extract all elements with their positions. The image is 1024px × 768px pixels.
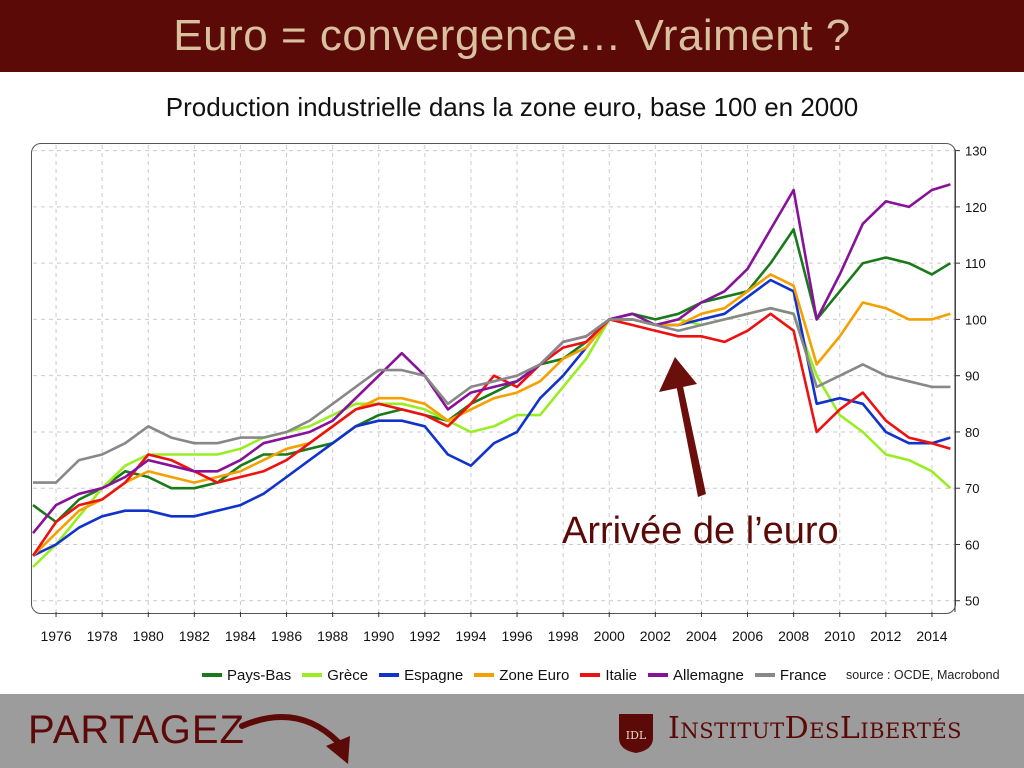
x-tick-label: 2014 xyxy=(916,628,947,644)
y-tick-label: 80 xyxy=(965,425,979,440)
legend-item: Italie xyxy=(580,667,637,684)
x-tick-label: 2006 xyxy=(732,628,763,644)
legend-swatch xyxy=(648,673,669,677)
legend-swatch xyxy=(379,673,400,677)
legend-label: Allemagne xyxy=(673,666,744,684)
legend-label: Espagne xyxy=(404,666,464,684)
legend-label: France xyxy=(779,666,827,684)
x-tick-label: 1976 xyxy=(40,628,71,644)
y-tick-label: 130 xyxy=(965,144,987,159)
y-tick-label: 120 xyxy=(965,200,987,215)
chart-title: Production industrielle dans la zone eur… xyxy=(165,92,859,122)
legend-item: Zone Euro xyxy=(474,667,569,684)
x-tick-label: 2004 xyxy=(686,628,717,644)
header-bar: Euro = convergence… Vraiment ? xyxy=(0,0,1024,72)
chart-lines xyxy=(31,183,952,568)
y-tick-label: 50 xyxy=(965,594,979,609)
curved-arrow-icon xyxy=(239,714,350,764)
legend-swatch xyxy=(202,673,222,677)
annotation-arrow-head xyxy=(659,357,697,392)
series-line-zone-euro xyxy=(32,273,951,557)
slide-title: Euro = convergence… Vraiment ? xyxy=(173,11,851,60)
y-axis: 50 60 70 80 90 100 110 120 130 xyxy=(954,144,987,612)
x-tick-label: 1990 xyxy=(363,628,394,644)
x-tick-label: 1994 xyxy=(455,628,486,644)
series-line-espagne xyxy=(32,278,951,557)
y-tick-label: 90 xyxy=(965,369,979,384)
legend-item: Pays-Bas xyxy=(202,667,291,684)
logo-mark-text: IDL xyxy=(626,729,647,742)
euro-arrow-annotation xyxy=(659,357,706,497)
source-note: source : OCDE, Macrobond xyxy=(846,668,1000,682)
y-tick-label: 70 xyxy=(965,481,979,496)
idl-logo-icon: IDL xyxy=(619,714,653,753)
legend-label: Pays-Bas xyxy=(227,666,292,684)
chart-grid xyxy=(33,145,955,612)
x-tick-label: 2000 xyxy=(594,628,625,644)
legend-swatch xyxy=(474,673,495,677)
annotation-arrow-shaft xyxy=(675,377,706,497)
legend-label: Zone Euro xyxy=(499,666,570,684)
x-tick-label: 1988 xyxy=(317,628,348,644)
footer-bar xyxy=(0,694,1024,768)
legend-swatch xyxy=(754,673,775,677)
x-tick-label: 2010 xyxy=(824,628,855,644)
legend-label: Grèce xyxy=(327,666,369,684)
x-tick-label: 2002 xyxy=(640,628,671,644)
institut-logo-text: InstitutDesLibertés xyxy=(668,711,963,746)
y-tick-label: 60 xyxy=(965,537,979,552)
x-tick-label: 1998 xyxy=(548,628,579,644)
legend-item: France xyxy=(754,666,827,684)
x-tick-label: 1982 xyxy=(179,628,210,644)
legend-swatch xyxy=(580,673,601,677)
x-tick-label: 1996 xyxy=(501,628,532,644)
x-tick-label: 2008 xyxy=(778,628,809,644)
x-tick-label: 1984 xyxy=(225,628,256,644)
legend-item: Espagne xyxy=(379,667,463,684)
x-tick-label: 1978 xyxy=(87,628,118,644)
x-tick-label: 2012 xyxy=(870,628,901,644)
legend-item: Grèce xyxy=(302,667,368,684)
series-line-allemagne xyxy=(31,183,951,535)
legend-swatch xyxy=(302,673,323,677)
series-line-italie xyxy=(31,312,951,557)
legend-item: Allemagne xyxy=(648,667,744,684)
x-tick-label: 1980 xyxy=(133,628,164,644)
x-axis: 1976 1978 1980 1982 1984 1986 1988 1990 1992 1994… xyxy=(40,612,948,644)
series-line-pays-bas xyxy=(32,228,952,524)
series-line-france xyxy=(33,306,951,484)
x-tick-label: 1986 xyxy=(271,628,302,644)
y-tick-label: 100 xyxy=(965,312,987,327)
x-tick-label: 1992 xyxy=(409,628,440,644)
chart-legend: Pays-Bas Grèce Espagne Zone Euro Italie Allem… xyxy=(202,665,838,685)
euro-arrival-annotation: Arrivée de l’euro xyxy=(562,510,839,552)
y-tick-label: 110 xyxy=(965,256,986,271)
legend-label: Italie xyxy=(605,666,638,684)
share-label[interactable]: PARTAGEZ xyxy=(28,708,245,752)
